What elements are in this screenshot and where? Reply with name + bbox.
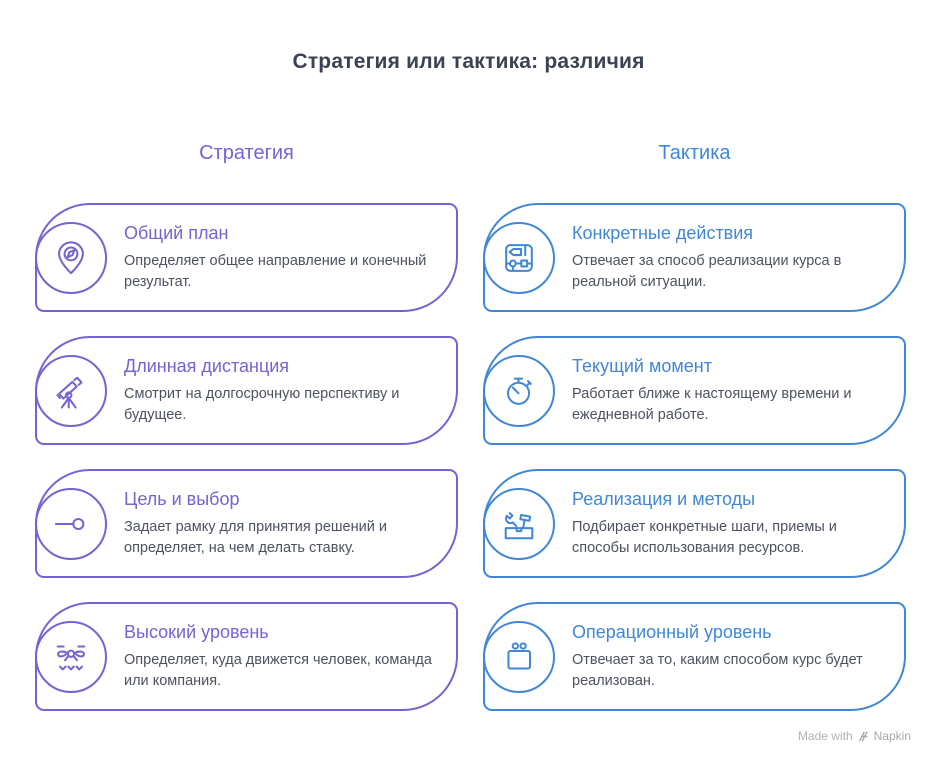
icon-badge — [483, 620, 555, 693]
toolbox-icon — [497, 502, 541, 546]
card-text: Операционный уровень Отвечает за то, как… — [572, 622, 894, 692]
card-text: Высокий уровень Определяет, куда движетс… — [124, 622, 446, 692]
comparison-columns: Стратегия Общий план Определяет общее на… — [35, 141, 906, 735]
card-current-moment: Текущий момент Работает ближе к настояще… — [483, 336, 906, 445]
card-description: Отвечает за способ реализации курса в ре… — [572, 252, 842, 290]
card-high-level: Высокий уровень Определяет, куда движетс… — [35, 602, 458, 711]
icon-badge — [35, 620, 107, 693]
card-text: Конкретные действия Отвечает за способ р… — [572, 223, 894, 293]
card-description: Отвечает за то, каким способом курс буде… — [572, 651, 863, 689]
watermark-brand: Napkin — [873, 729, 911, 743]
stopwatch-icon — [497, 369, 541, 413]
card-text: Реализация и методы Подбирает конкретные… — [572, 489, 894, 559]
card-operational-level: Операционный уровень Отвечает за то, как… — [483, 602, 906, 711]
card-text: Цель и выбор Задает рамку для принятия р… — [124, 489, 446, 559]
column-strategy: Стратегия Общий план Определяет общее на… — [35, 141, 458, 735]
card-title: Текущий момент — [572, 355, 712, 376]
card-title: Высокий уровень — [124, 621, 269, 642]
circuit-map-icon — [497, 236, 541, 280]
card-title: Операционный уровень — [572, 621, 772, 642]
card-text: Общий план Определяет общее направление … — [124, 223, 446, 293]
icon-badge — [35, 354, 107, 427]
column-header-tactics: Тактика — [658, 142, 731, 164]
card-description: Смотрит на долгосрочную перспективу и бу… — [124, 385, 400, 423]
goal-pin-icon — [49, 502, 93, 546]
column-header-strategy: Стратегия — [199, 142, 294, 164]
card-title: Реализация и методы — [572, 488, 756, 509]
icon-badge — [483, 354, 555, 427]
card-long-distance: Длинная дистанция Смотрит на долгосрочну… — [35, 336, 458, 445]
napkin-logo-icon — [858, 731, 869, 742]
card-description: Работает ближе к настоящему времени и еж… — [572, 385, 852, 423]
card-title: Общий план — [124, 222, 229, 243]
icon-badge — [35, 221, 107, 294]
icon-badge — [483, 487, 555, 560]
telescope-icon — [49, 369, 93, 413]
card-description: Определяет, куда движется человек, коман… — [124, 651, 432, 689]
map-pin-compass-icon — [49, 236, 93, 280]
card-title: Длинная дистанция — [124, 355, 290, 376]
napkin-watermark: Made with Napkin — [798, 729, 911, 743]
card-general-plan: Общий план Определяет общее направление … — [35, 203, 458, 312]
operations-box-icon — [497, 635, 541, 679]
icon-badge — [483, 221, 555, 294]
card-concrete-actions: Конкретные действия Отвечает за способ р… — [483, 203, 906, 312]
card-text: Длинная дистанция Смотрит на долгосрочну… — [124, 356, 446, 426]
card-title: Конкретные действия — [572, 222, 754, 243]
card-title: Цель и выбор — [124, 488, 240, 509]
watermark-text: Made with — [797, 729, 853, 743]
icon-badge — [35, 487, 107, 560]
column-tactics: Тактика Конкретны — [483, 141, 906, 735]
card-description: Подбирает конкретные шаги, приемы и спос… — [572, 518, 837, 556]
drone-icon — [49, 635, 93, 679]
card-text: Текущий момент Работает ближе к настояще… — [572, 356, 894, 426]
card-goal-choice: Цель и выбор Задает рамку для принятия р… — [35, 469, 458, 578]
card-description: Задает рамку для принятия решений и опре… — [124, 518, 387, 556]
page-title: Стратегия или тактика: различия — [292, 50, 645, 73]
card-description: Определяет общее направление и конечный … — [124, 252, 427, 290]
card-implementation-methods: Реализация и методы Подбирает конкретные… — [483, 469, 906, 578]
